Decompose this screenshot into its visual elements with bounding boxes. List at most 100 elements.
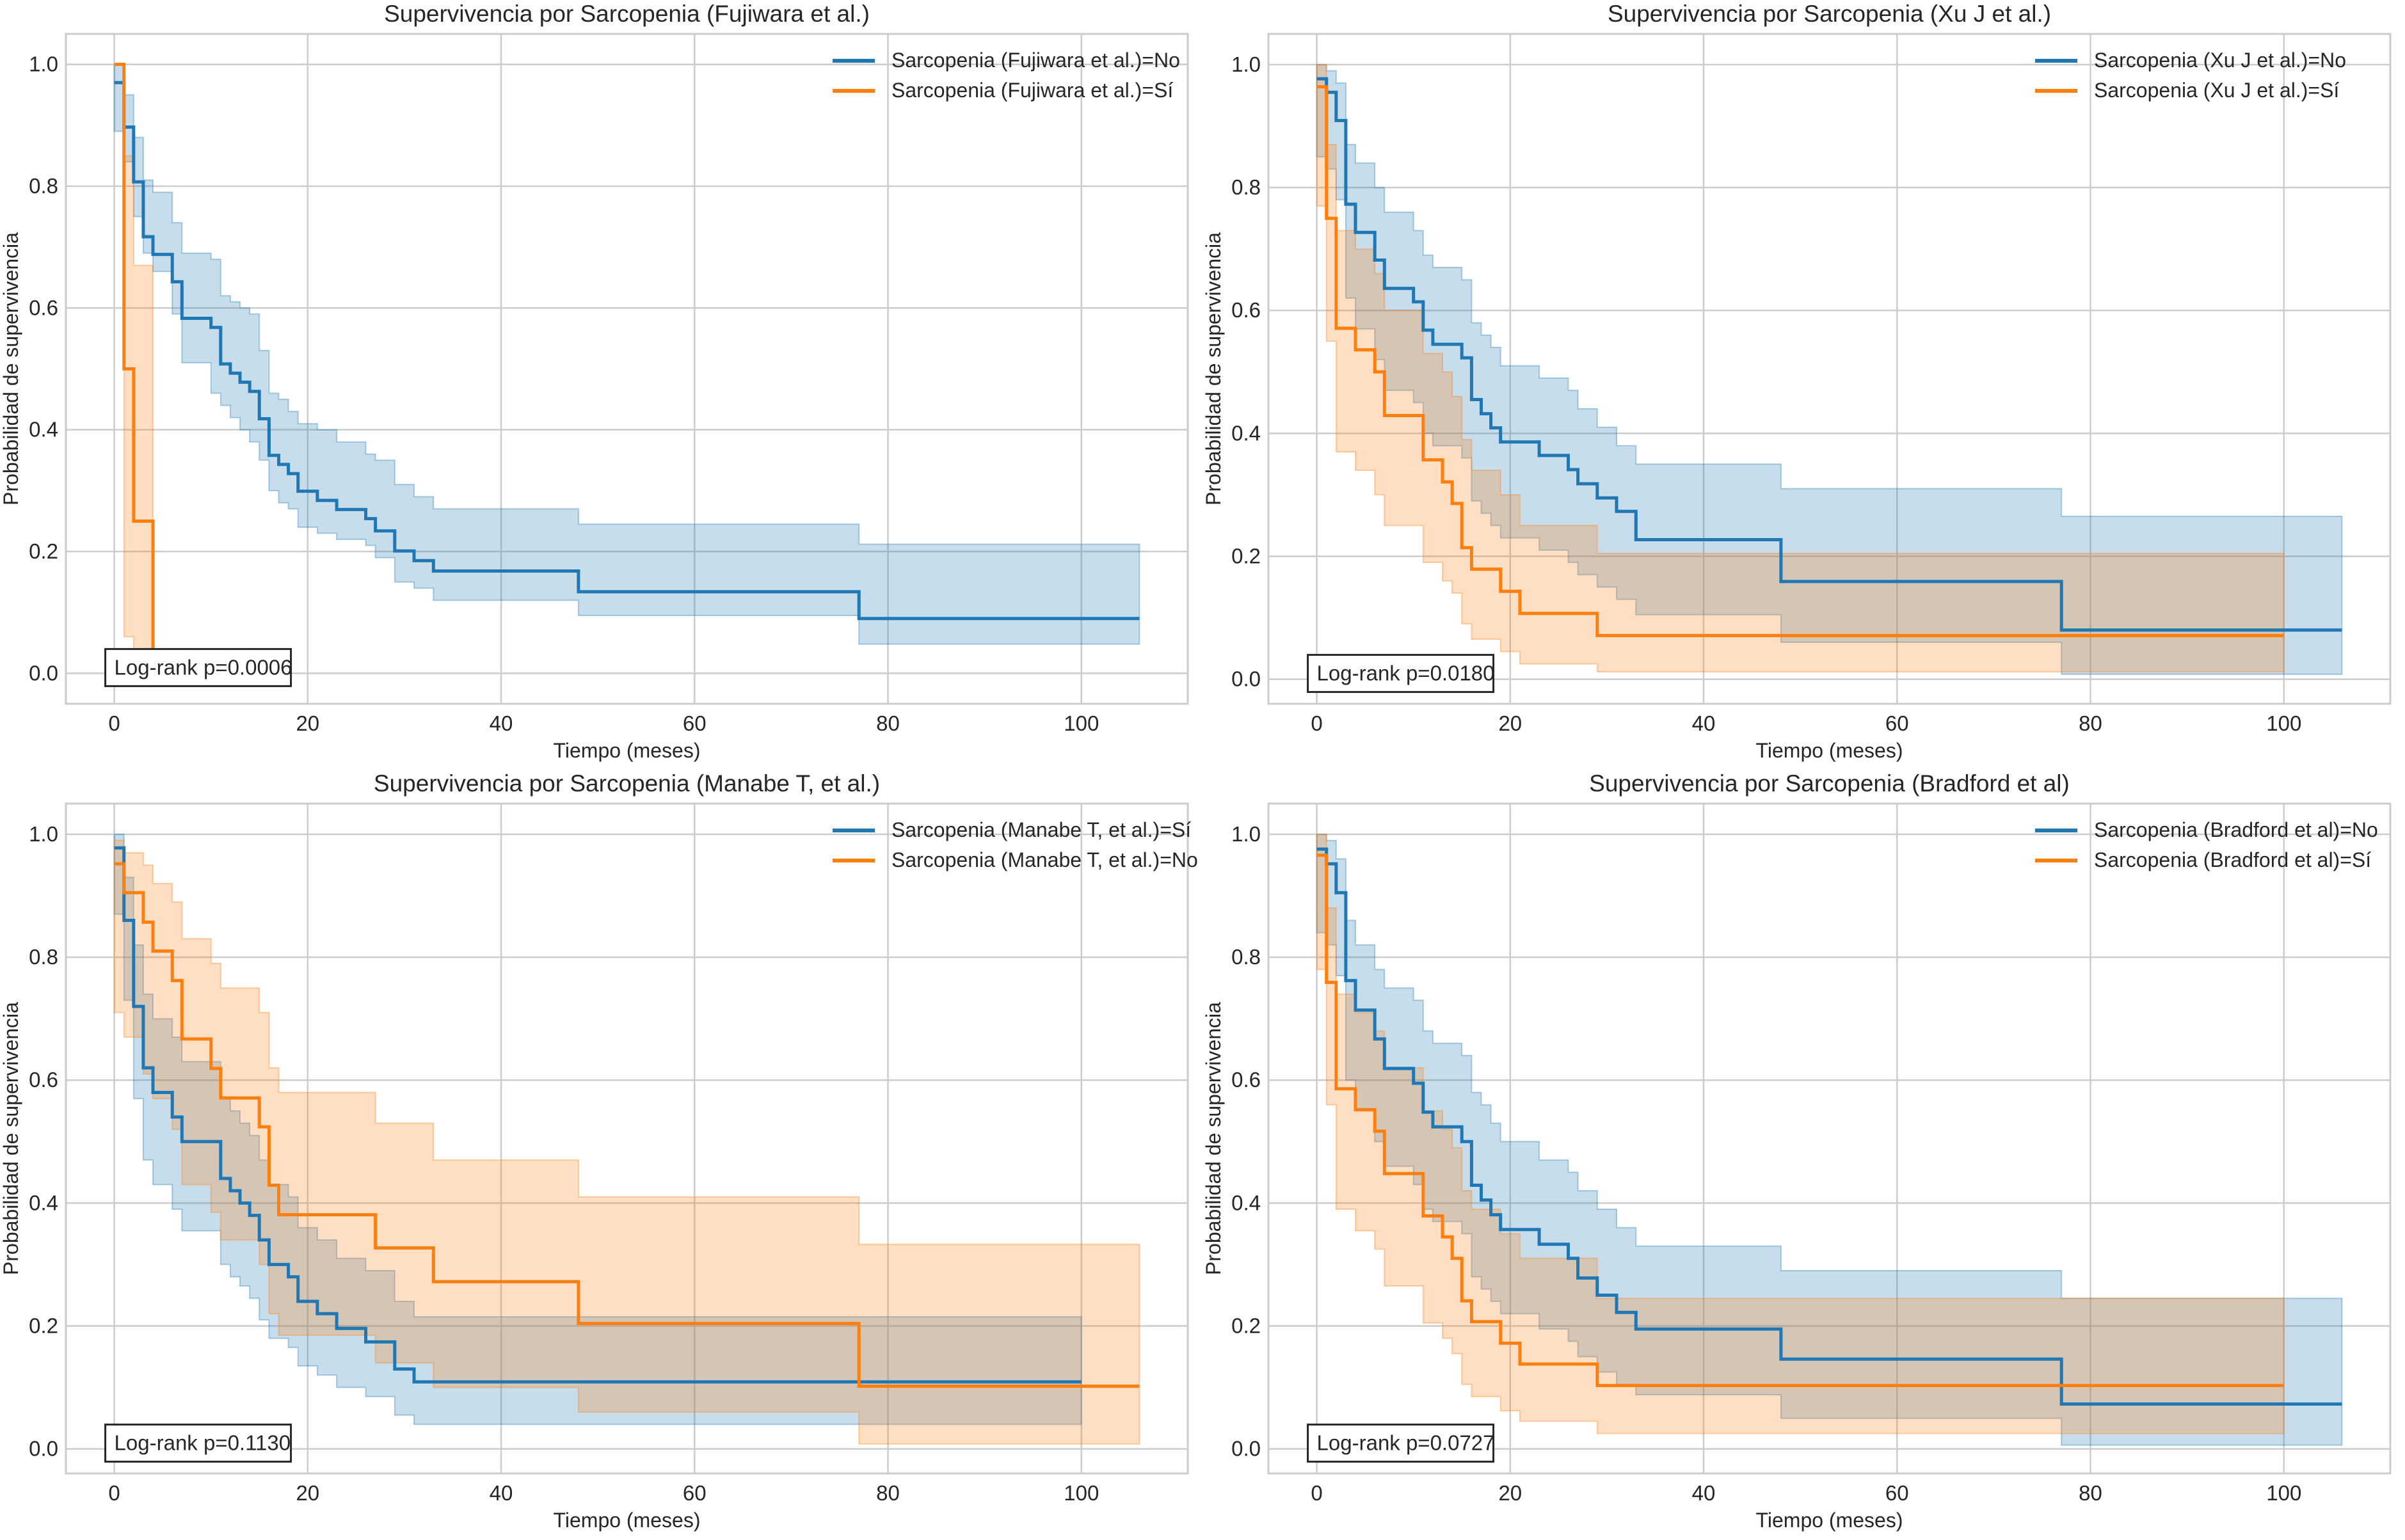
y-tick-label: 1.0	[1231, 822, 1261, 846]
chart-svg: Supervivencia por Sarcopenia (Manabe T, …	[0, 770, 1198, 1532]
y-tick-label: 0.0	[1231, 667, 1261, 691]
annotation-text: Log-rank p=0.0006	[115, 655, 292, 679]
x-tick-label: 0	[108, 711, 120, 735]
survival-curve-series2	[114, 862, 1140, 1388]
km-panel-bradford: Supervivencia por Sarcopenia (Bradford e…	[1202, 770, 2405, 1539]
x-tick-label: 0	[1311, 711, 1322, 735]
y-axis-label: Probabilidad de supervivencia	[1202, 1002, 1225, 1275]
logrank-annotation: Log-rank p=0.0727	[1307, 1424, 1495, 1463]
x-tick-label: 20	[296, 1481, 319, 1505]
km-panel-manabe: Supervivencia por Sarcopenia (Manabe T, …	[0, 770, 1202, 1539]
y-tick-label: 1.0	[1231, 52, 1261, 76]
chart-title: Supervivencia por Sarcopenia (Manabe T, …	[374, 770, 880, 797]
y-tick-label: 0.0	[29, 1437, 58, 1461]
y-tick-label: 0.4	[29, 418, 58, 441]
legend-label: Sarcopenia (Fujiwara et al.)=No	[891, 49, 1180, 72]
y-tick-label: 0.4	[1231, 1191, 1261, 1214]
x-tick-label: 60	[1885, 1481, 1909, 1505]
annotation-box	[104, 1424, 292, 1463]
x-axis-label: Tiempo (meses)	[554, 739, 701, 762]
legend-label: Sarcopenia (Xu J et al.)=No	[2094, 49, 2346, 72]
y-tick-label: 1.0	[29, 822, 58, 846]
grid	[66, 804, 1188, 1473]
x-tick-label: 100	[1064, 711, 1099, 735]
x-tick-label: 60	[683, 1481, 707, 1505]
survival-curve-series1	[114, 846, 1082, 1384]
chart-title: Supervivencia por Sarcopenia (Bradford e…	[1589, 770, 2070, 797]
x-tick-label: 20	[296, 711, 319, 735]
x-tick-label: 0	[1311, 1481, 1322, 1505]
axes-frame	[1267, 802, 2392, 1475]
x-tick-label: 100	[2266, 711, 2301, 735]
y-tick-label: 0.6	[29, 296, 58, 319]
y-tick-label: 0.0	[29, 661, 58, 685]
y-tick-label: 0.6	[29, 1068, 58, 1091]
ci-band-series1	[1316, 834, 2343, 1446]
survival-curve-series1	[1316, 77, 2342, 632]
x-tick-label: 60	[683, 711, 707, 735]
y-tick-label: 1.0	[29, 52, 58, 76]
x-tick-label: 40	[490, 711, 513, 735]
chart-svg: Supervivencia por Sarcopenia (Fujiwara e…	[0, 1, 1189, 762]
survival-curve-series2	[114, 63, 155, 674]
grid	[66, 34, 1188, 704]
x-tick-label: 20	[1498, 1481, 1522, 1505]
x-tick-label: 100	[2266, 1481, 2301, 1505]
legend-label: Sarcopenia (Bradford et al)=Sí	[2094, 848, 2371, 871]
x-tick-label: 80	[2079, 1481, 2102, 1505]
x-tick-label: 0	[108, 1481, 120, 1505]
chart-svg: Supervivencia por Sarcopenia (Bradford e…	[1202, 770, 2392, 1532]
x-tick-label: 40	[1692, 711, 1716, 735]
logrank-annotation: Log-rank p=0.0006	[104, 647, 292, 687]
y-tick-label: 0.4	[1231, 421, 1261, 445]
logrank-annotation: Log-rank p=0.1130	[104, 1424, 292, 1463]
survival-curve-series2	[1316, 85, 2284, 637]
annotation-text: Log-rank p=0.1130	[115, 1431, 291, 1455]
survival-curve-series1	[1316, 847, 2342, 1406]
y-tick-label: 0.0	[1231, 1437, 1261, 1461]
chart-svg: Supervivencia por Sarcopenia (Xu J et al…	[1202, 1, 2392, 762]
km-panel-xu: Supervivencia por Sarcopenia (Xu J et al…	[1202, 0, 2405, 770]
legend-label: Sarcopenia (Xu J et al.)=Sí	[2094, 79, 2339, 102]
y-axis-label: Probabilidad de supervivencia	[0, 232, 22, 505]
y-tick-label: 0.4	[29, 1191, 58, 1214]
y-tick-label: 0.8	[1231, 945, 1261, 969]
y-tick-label: 0.8	[1231, 175, 1261, 199]
annotation-box	[1307, 654, 1495, 694]
y-tick-label: 0.6	[1231, 298, 1261, 322]
km-panel-fujiwara: Supervivencia por Sarcopenia (Fujiwara e…	[0, 0, 1202, 770]
legend: Sarcopenia (Xu J et al.)=No Sarcopenia (X…	[2035, 49, 2346, 102]
y-tick-label: 0.2	[29, 539, 58, 563]
y-tick-label: 0.2	[29, 1314, 58, 1337]
legend: Sarcopenia (Bradford et al)=No Sarcopenia…	[2035, 818, 2378, 871]
annotation-box	[1307, 1424, 1495, 1463]
y-tick-label: 0.6	[1231, 1068, 1261, 1091]
annotation-text: Log-rank p=0.0180	[1317, 662, 1495, 685]
ci-band-series1	[1316, 64, 2343, 675]
x-axis-label: Tiempo (meses)	[554, 1509, 701, 1532]
y-tick-label: 0.2	[1231, 544, 1261, 568]
y-tick-label: 0.8	[29, 945, 58, 969]
survival-curve-series2	[1316, 853, 2284, 1388]
legend: Sarcopenia (Manabe T, et al.)=Sí Sarcopen…	[833, 818, 1198, 871]
axes-frame	[65, 802, 1189, 1475]
y-tick-label: 0.8	[29, 174, 58, 198]
x-tick-label: 60	[1885, 711, 1909, 735]
annotation-box	[104, 647, 292, 687]
x-tick-label: 100	[1064, 1481, 1099, 1505]
x-tick-label: 80	[2079, 711, 2102, 735]
x-axis-label: Tiempo (meses)	[1756, 739, 1903, 762]
chart-title: Supervivencia por Sarcopenia (Fujiwara e…	[384, 1, 870, 27]
x-tick-label: 20	[1498, 711, 1522, 735]
y-axis-label: Probabilidad de supervivencia	[1202, 232, 1225, 505]
x-tick-label: 40	[1692, 1481, 1716, 1505]
legend-label: Sarcopenia (Manabe T, et al.)=No	[891, 848, 1198, 871]
x-axis-label: Tiempo (meses)	[1756, 1509, 1903, 1532]
annotation-text: Log-rank p=0.0727	[1317, 1431, 1495, 1455]
axes-frame	[1267, 33, 2392, 705]
legend-label: Sarcopenia (Manabe T, et al.)=Sí	[891, 818, 1191, 841]
survival-curve-series1	[114, 81, 1140, 621]
y-tick-label: 0.2	[1231, 1314, 1261, 1337]
legend-label: Sarcopenia (Fujiwara et al.)=Sí	[891, 79, 1173, 102]
x-tick-label: 80	[876, 711, 900, 735]
